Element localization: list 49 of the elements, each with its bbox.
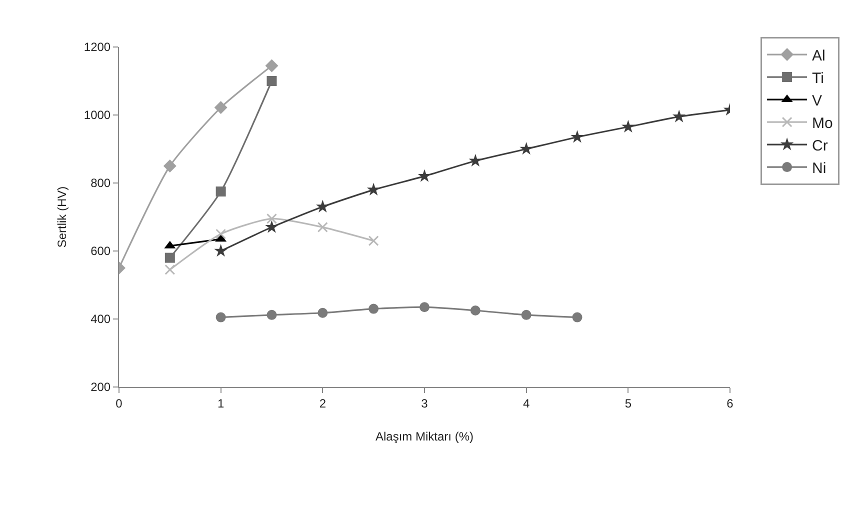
legend-label: V <box>812 92 822 110</box>
x-tick-label: 5 <box>624 396 632 410</box>
legend-label: Cr <box>812 137 828 154</box>
x-tick-label: 3 <box>421 396 428 410</box>
y-tick-label: 600 <box>90 244 111 258</box>
y-tick-label: 800 <box>90 176 111 190</box>
x-tick-label: 6 <box>726 396 734 410</box>
point <box>468 154 482 167</box>
point <box>470 306 480 316</box>
x-tick-label: 4 <box>522 396 530 410</box>
legend-label: Mo <box>812 114 833 132</box>
point <box>572 312 582 322</box>
point <box>520 142 533 155</box>
y-tick-label: 1000 <box>84 108 111 122</box>
point <box>368 236 379 246</box>
point <box>316 200 330 212</box>
y-tick-label: 400 <box>90 312 111 326</box>
point <box>318 308 328 318</box>
legend-label: Ti <box>812 70 824 87</box>
point <box>368 304 379 314</box>
legend-label: Al <box>812 47 826 64</box>
point <box>214 244 228 257</box>
point <box>164 264 176 275</box>
point <box>570 130 584 143</box>
point <box>266 76 277 86</box>
point <box>266 310 277 320</box>
legend-label: Ni <box>812 160 826 177</box>
point <box>265 59 278 72</box>
point <box>418 169 432 182</box>
point <box>266 213 277 224</box>
point <box>672 110 686 122</box>
point <box>317 222 328 232</box>
x-axis-title: Alaşım Miktarı (%) <box>375 429 474 444</box>
point <box>163 160 176 172</box>
point <box>214 101 228 114</box>
point <box>265 220 278 233</box>
point <box>216 186 226 196</box>
point <box>164 252 175 263</box>
x-tick-label: 0 <box>116 396 123 410</box>
y-tick-label: 1200 <box>84 40 111 54</box>
point <box>521 310 532 320</box>
point <box>420 302 430 312</box>
x-tick-label: 1 <box>217 396 224 410</box>
y-axis-title: Sertlik (HV) <box>55 186 70 248</box>
point <box>216 312 226 322</box>
point <box>622 120 635 133</box>
point <box>366 182 380 196</box>
y-tick-label: 200 <box>90 380 111 394</box>
x-tick-label: 2 <box>319 396 326 410</box>
